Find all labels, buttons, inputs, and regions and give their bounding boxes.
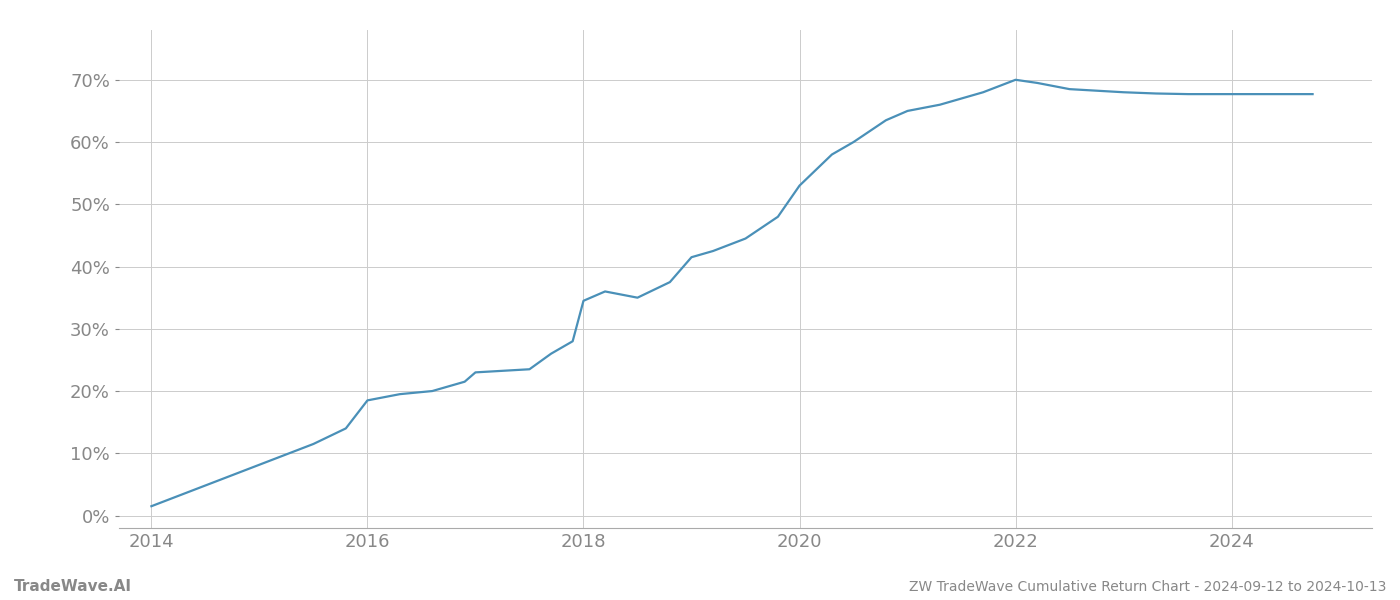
Text: TradeWave.AI: TradeWave.AI: [14, 579, 132, 594]
Text: ZW TradeWave Cumulative Return Chart - 2024-09-12 to 2024-10-13: ZW TradeWave Cumulative Return Chart - 2…: [909, 580, 1386, 594]
